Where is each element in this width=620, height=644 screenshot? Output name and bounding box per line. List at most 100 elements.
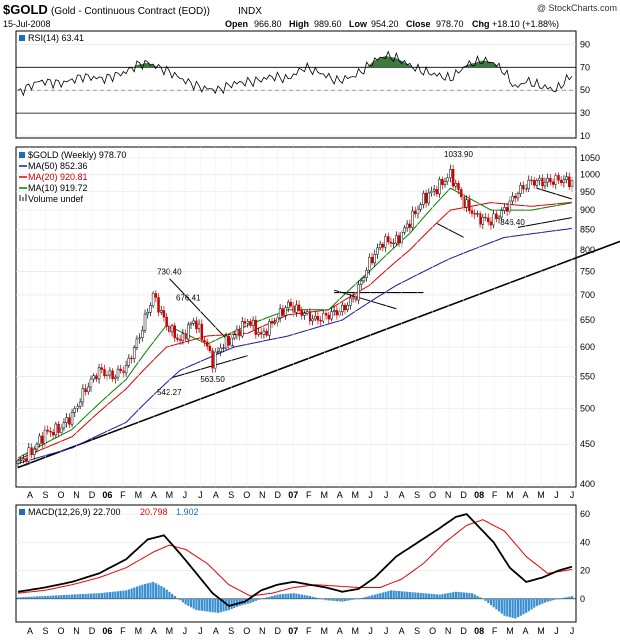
macd-histogram-bar — [300, 594, 303, 599]
price-candle-body — [481, 216, 485, 225]
chart-symbol: $GOLD — [3, 2, 48, 17]
macd-x-tick-label: D — [460, 626, 467, 636]
macd-panel-frame — [15, 504, 577, 623]
macd-histogram-bar — [389, 590, 393, 599]
macd-histogram-bar — [195, 598, 198, 611]
rsi-tick-label: 10 — [580, 131, 590, 141]
price-x-tick-label: O — [243, 490, 250, 500]
macd-histogram-bar — [95, 593, 98, 599]
price-candle-body — [232, 334, 236, 339]
macd-x-tick-label: D — [89, 626, 96, 636]
price-candle-body — [259, 332, 263, 335]
close-label: Close — [406, 19, 431, 29]
price-candle-body — [227, 335, 231, 346]
macd-histogram-bar — [322, 598, 325, 600]
price-tick-label: 900 — [580, 205, 595, 215]
macd-x-tick-label: J — [384, 626, 389, 636]
price-legend-title: $GOLD (Weekly) 978.70 — [28, 150, 126, 160]
macd-histogram-bar — [254, 598, 258, 601]
macd-histogram-bar — [279, 594, 282, 599]
macd-x-tick-label: F — [120, 626, 126, 636]
price-x-tick-label: M — [166, 490, 174, 500]
price-candle-body — [41, 435, 44, 444]
macd-histogram-bar — [343, 598, 347, 602]
price-candle-body — [449, 169, 452, 179]
price-x-tick-label: S — [228, 490, 234, 500]
price-candle-body — [446, 177, 449, 182]
macd-histogram-bar — [227, 598, 230, 611]
macd-histogram-bar — [460, 592, 463, 599]
price-candle-body — [141, 330, 144, 338]
chart-description: (Gold - Continuous Contract (EOD)) — [51, 6, 210, 17]
price-candle-body — [284, 307, 287, 316]
macd-histogram-bar — [165, 589, 168, 599]
macd-legend: MACD(12,26,9) 22.700 20.798 1.902 — [19, 507, 199, 517]
price-candle-body — [524, 188, 528, 190]
price-candle-body — [319, 320, 322, 322]
macd-histogram-bar — [46, 595, 49, 599]
macd-histogram-bar — [160, 586, 163, 599]
macd-histogram-bar — [41, 596, 44, 599]
price-candle-body — [192, 320, 195, 324]
price-candle-body — [359, 280, 363, 285]
price-candle-body — [89, 378, 93, 388]
rsi-legend: RSI(14) 63.41 — [19, 33, 84, 43]
price-candle-body — [457, 183, 460, 190]
macd-histogram-bar — [360, 598, 363, 599]
macd-histogram-bar — [519, 598, 522, 616]
macd-histogram-bar — [522, 598, 525, 615]
price-candle-body — [62, 422, 66, 429]
price-candle-body — [165, 316, 168, 327]
price-x-tick-label: D — [275, 490, 282, 500]
price-x-tick-label: A — [523, 490, 529, 500]
macd-histogram-bar — [362, 597, 366, 599]
macd-x-tick-label: O — [243, 626, 250, 636]
macd-histogram-bar — [98, 593, 101, 599]
price-candle-body — [549, 178, 552, 183]
price-annotation: 1033.90 — [444, 150, 473, 159]
price-candle-body — [378, 243, 382, 249]
price-candle-body — [343, 304, 347, 311]
price-x-tick-label: 06 — [102, 490, 112, 500]
resistance-trendline — [168, 278, 235, 348]
price-candle-body — [441, 179, 444, 185]
price-candle-body — [286, 301, 290, 309]
macd-histogram-bar — [562, 597, 566, 599]
macd-histogram-bar — [422, 593, 425, 599]
macd-histogram-bar — [133, 587, 136, 599]
price-tick-label: 1050 — [580, 153, 600, 163]
price-candle-body — [324, 313, 328, 316]
macd-histogram-bar — [346, 598, 349, 601]
macd-histogram-bar — [330, 598, 333, 601]
macd-histogram-bar — [333, 598, 336, 601]
price-candle-body — [516, 193, 520, 199]
macd-histogram-bar — [38, 596, 41, 599]
stockcharts-watermark: @ StockCharts.com — [537, 3, 617, 13]
price-candle-body — [538, 177, 541, 181]
price-candle-body — [389, 241, 393, 244]
price-candle-body — [522, 185, 525, 190]
price-candle-body — [295, 304, 298, 313]
macd-histogram-bar — [127, 589, 130, 599]
price-candle-body — [370, 257, 374, 264]
macd-histogram-bar — [17, 597, 20, 599]
signal-legend-text: 20.798 — [140, 507, 168, 517]
price-candle-body — [70, 412, 74, 425]
macd-histogram-bar — [368, 595, 371, 599]
macd-histogram-bar — [154, 583, 158, 599]
price-x-tick-label: S — [42, 490, 48, 500]
macd-histogram-bar — [341, 598, 344, 602]
macd-histogram-bar — [71, 594, 74, 599]
macd-histogram-bar — [435, 594, 439, 599]
macd-x-tick-label: O — [57, 626, 64, 636]
macd-histogram-bar — [468, 592, 471, 599]
price-candle-body — [111, 370, 114, 380]
macd-histogram-bar — [441, 594, 444, 599]
price-candle-body — [78, 401, 82, 407]
macd-histogram-bar — [443, 593, 447, 599]
macd-histogram-bar — [62, 594, 66, 599]
price-x-tick-label: J — [384, 490, 389, 500]
price-candle-body — [16, 460, 20, 464]
price-candle-body — [238, 329, 241, 337]
